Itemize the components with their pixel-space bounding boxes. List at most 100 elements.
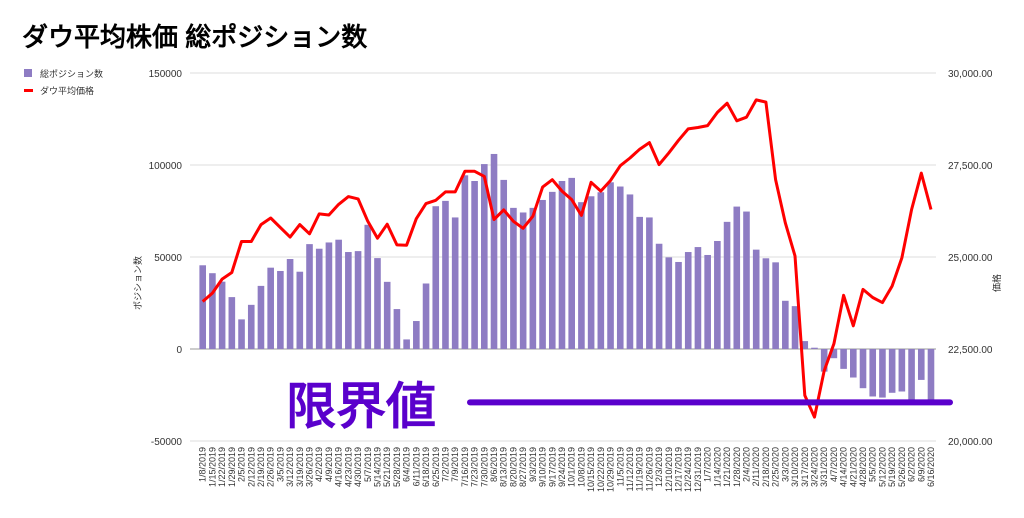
x-tick-label: 8/6/2019 <box>489 447 499 482</box>
x-tick-label: 1/21/2020 <box>722 447 732 487</box>
legend-swatch-line <box>24 89 33 92</box>
legend-label-line: ダウ平均価格 <box>40 85 94 96</box>
x-tick-label: 3/31/2020 <box>819 447 829 487</box>
bar <box>704 254 711 349</box>
x-tick-label: 11/12/2019 <box>625 447 635 491</box>
x-tick-label: 7/9/2019 <box>450 447 460 482</box>
x-tick-label: 11/19/2019 <box>635 447 645 491</box>
y-tick-left: -50000 <box>151 437 183 448</box>
bar <box>374 258 381 349</box>
x-tick-label: 10/22/2019 <box>596 447 606 492</box>
bar <box>665 257 673 349</box>
bar <box>616 186 624 349</box>
x-tick-label: 4/14/2020 <box>839 447 849 487</box>
bar <box>247 304 255 349</box>
legend: 総ポジション数 ダウ平均価格 <box>24 68 103 96</box>
x-tick-label: 1/29/2019 <box>227 447 237 487</box>
y-tick-right: 25,000.00 <box>948 253 993 264</box>
bar <box>675 261 682 349</box>
x-tick-label: 2/19/2019 <box>256 447 266 487</box>
y-tick-left: 50000 <box>154 253 182 264</box>
bar <box>383 281 391 349</box>
bar <box>306 244 313 349</box>
x-tick-label: 8/13/2019 <box>499 447 509 487</box>
bar <box>898 349 906 392</box>
x-tick-label: 4/2/2019 <box>314 447 324 482</box>
bar <box>345 252 352 349</box>
x-tick-label: 4/23/2019 <box>343 447 353 487</box>
x-tick-label: 6/11/2019 <box>411 447 421 486</box>
legend-label-bars: 総ポジション数 <box>40 68 103 79</box>
bar <box>791 306 799 349</box>
y-tick-right: 22,500.00 <box>948 345 993 356</box>
bar <box>286 259 294 349</box>
bar <box>820 349 828 372</box>
x-tick-label: 3/24/2020 <box>809 447 819 487</box>
y-tick-left: 100000 <box>149 161 183 172</box>
bar <box>607 182 614 349</box>
bar <box>917 349 925 380</box>
bar <box>752 249 760 349</box>
bar <box>772 262 779 349</box>
x-tick-label: 1/22/2019 <box>217 447 227 487</box>
x-tick-label: 5/12/2020 <box>877 447 887 487</box>
x-tick-label: 1/28/2020 <box>732 447 742 487</box>
y-tick-right: 27,500.00 <box>948 161 993 172</box>
bar <box>218 281 226 349</box>
x-tick-label: 3/17/2020 <box>800 447 810 487</box>
x-tick-label: 2/25/2020 <box>771 447 781 487</box>
bar <box>403 339 410 349</box>
bar <box>646 217 653 349</box>
bar <box>529 207 537 349</box>
x-tick-label: 3/5/2019 <box>275 447 285 482</box>
x-tick-label: 8/20/2019 <box>508 447 518 487</box>
bar <box>714 240 721 349</box>
x-tick-label: 4/30/2019 <box>353 447 363 487</box>
y-tick-right: 30,000.00 <box>948 69 993 80</box>
x-tick-label: 3/3/2020 <box>780 447 790 482</box>
bar <box>335 239 342 349</box>
bar <box>733 206 741 349</box>
x-tick-label: 4/9/2019 <box>324 447 334 482</box>
x-tick-label: 7/23/2019 <box>470 447 480 487</box>
bar <box>500 179 508 349</box>
x-tick-label: 6/18/2019 <box>421 447 431 487</box>
x-tick-label: 6/2/2020 <box>907 447 917 482</box>
x-tick-label: 7/30/2019 <box>479 447 489 487</box>
bar <box>451 217 459 349</box>
bar <box>684 252 692 349</box>
x-tick-label: 3/12/2019 <box>285 447 295 487</box>
bar <box>432 206 440 349</box>
bar <box>782 300 789 349</box>
bar <box>548 191 556 349</box>
bar <box>257 285 265 349</box>
x-tick-label: 10/15/2019 <box>586 447 596 492</box>
x-tick-label: 3/26/2019 <box>305 447 315 487</box>
x-tick-label: 7/16/2019 <box>460 447 470 487</box>
bar <box>209 273 216 349</box>
bar <box>811 347 818 349</box>
x-tick-label: 4/7/2020 <box>829 447 839 482</box>
x-tick-label: 4/16/2019 <box>334 447 344 487</box>
bar <box>442 200 449 349</box>
x-tick-label: 5/26/2020 <box>897 447 907 487</box>
x-tick-label: 2/12/2019 <box>246 447 256 487</box>
bar <box>568 177 575 349</box>
x-tick-label: 2/4/2020 <box>741 447 751 482</box>
bar <box>558 181 566 349</box>
bar <box>519 212 527 349</box>
bar <box>859 349 867 389</box>
bar <box>228 297 236 349</box>
dow-line <box>201 98 933 419</box>
x-tick-label: 9/3/2019 <box>528 447 538 482</box>
bar <box>490 153 498 349</box>
bar <box>597 192 605 349</box>
x-tick-label: 10/8/2019 <box>576 447 586 487</box>
bar <box>325 242 333 349</box>
bar <box>743 211 750 349</box>
bar <box>908 349 915 405</box>
x-tick-label: 3/19/2019 <box>295 447 305 487</box>
bar <box>587 196 595 349</box>
bar <box>850 349 857 378</box>
bar <box>364 224 372 349</box>
